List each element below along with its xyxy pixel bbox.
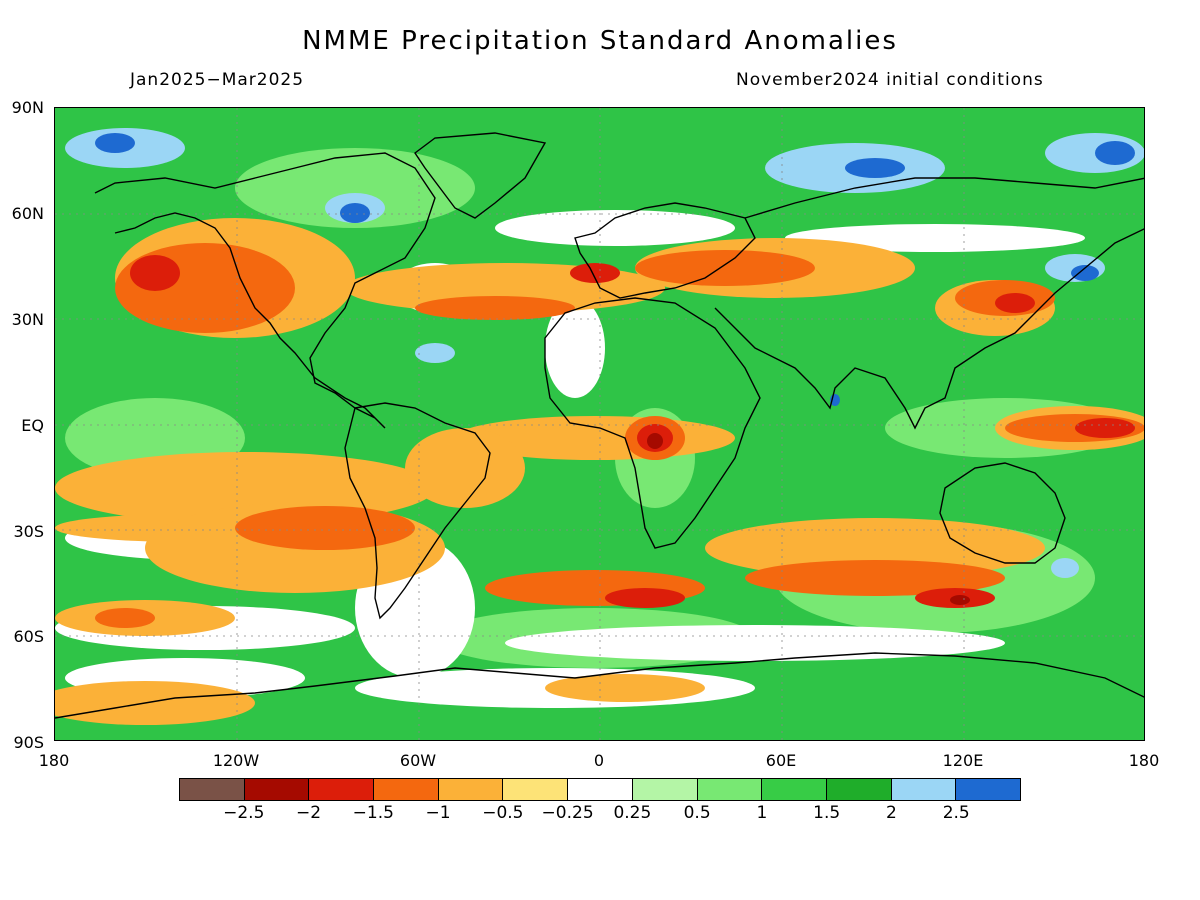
legend-swatch	[762, 779, 827, 800]
legend-label: −0.25	[541, 803, 594, 823]
color-legend-bar	[179, 778, 1021, 801]
legend-label: −1	[425, 803, 451, 823]
anomaly-map	[54, 107, 1145, 741]
legend-swatch	[956, 779, 1020, 800]
legend-label: −1.5	[352, 803, 394, 823]
lat-label-30s: 30S	[13, 522, 44, 541]
legend-label: 1	[756, 803, 768, 823]
lat-label-eq: EQ	[21, 416, 44, 435]
legend-swatch	[438, 779, 504, 800]
lon-label-180w: 180	[38, 751, 70, 770]
legend-swatch	[568, 779, 633, 800]
legend-label: 0.25	[613, 803, 652, 823]
forecast-period: Jan2025−Mar2025	[130, 70, 305, 90]
legend-label: 2.5	[942, 803, 970, 823]
lat-label-90n: 90N	[11, 98, 44, 117]
legend-swatch	[503, 779, 569, 800]
legend-label: 0.5	[683, 803, 711, 823]
legend-swatch	[826, 779, 892, 800]
anomaly-field	[55, 108, 1144, 740]
lon-label-120e: 120E	[942, 751, 984, 770]
legend-swatch	[180, 779, 245, 800]
legend-swatch	[697, 779, 763, 800]
legend-label: 1.5	[813, 803, 841, 823]
legend-label: −0.5	[482, 803, 524, 823]
lat-label-90s: 90S	[13, 733, 44, 752]
legend-swatch	[374, 779, 439, 800]
legend-label: −2.5	[223, 803, 265, 823]
initial-conditions: November2024 initial conditions	[736, 70, 1044, 90]
legend-swatch	[244, 779, 310, 800]
lon-label-0: 0	[593, 751, 605, 770]
lon-label-180e: 180	[1128, 751, 1160, 770]
coastlines	[55, 132, 1144, 719]
lat-label-60s: 60S	[13, 627, 44, 646]
lat-label-60n: 60N	[11, 204, 44, 223]
lat-label-30n: 30N	[11, 310, 44, 329]
legend-swatch	[891, 779, 957, 800]
legend-label: −2	[296, 803, 322, 823]
map-title: NMME Precipitation Standard Anomalies	[302, 26, 898, 56]
lon-label-60w: 60W	[399, 751, 437, 770]
legend-swatch	[309, 779, 375, 800]
lon-label-60e: 60E	[765, 751, 797, 770]
legend-label: 2	[886, 803, 897, 823]
lon-label-120w: 120W	[212, 751, 260, 770]
legend-swatch	[632, 779, 698, 800]
